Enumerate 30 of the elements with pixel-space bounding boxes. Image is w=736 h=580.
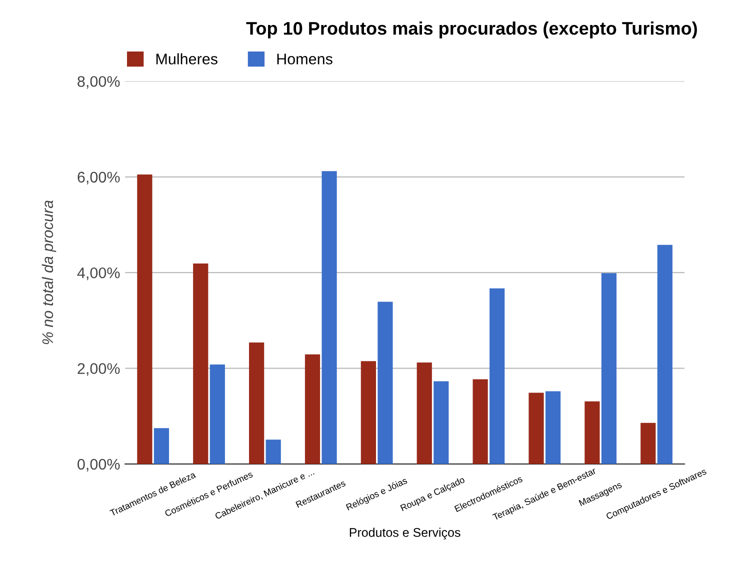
y-tick-label: 0,00% — [78, 458, 120, 472]
bar — [601, 273, 617, 464]
bar — [304, 354, 320, 464]
bar — [584, 401, 600, 464]
bar — [266, 440, 281, 464]
y-tick-label: 8,00% — [78, 76, 120, 89]
bar — [210, 364, 225, 464]
bar — [360, 361, 376, 464]
legend-label: Homens — [277, 54, 332, 64]
bar — [378, 302, 393, 464]
bar — [193, 264, 208, 464]
bar — [434, 381, 449, 464]
bar — [528, 392, 544, 464]
y-tick-label: 4,00% — [77, 267, 120, 280]
bar — [137, 174, 152, 464]
y-tick-label: 2,00% — [78, 363, 120, 376]
bar — [322, 171, 337, 464]
bar — [640, 422, 656, 464]
y-axis-title: % no total da procura — [42, 200, 56, 344]
bar — [545, 391, 561, 464]
bar — [249, 342, 264, 464]
bar — [154, 428, 170, 464]
bar — [416, 362, 432, 464]
x-axis-title: Produtos e Serviços — [350, 528, 460, 540]
y-tick-label: 6,00% — [78, 172, 120, 184]
bar — [472, 379, 488, 464]
chart-title: Top 10 Produtos mais procurados (excepto Turismo) — [246, 22, 697, 38]
bar — [657, 244, 672, 464]
legend-label: Mulheres — [156, 53, 218, 64]
bar — [490, 288, 505, 464]
